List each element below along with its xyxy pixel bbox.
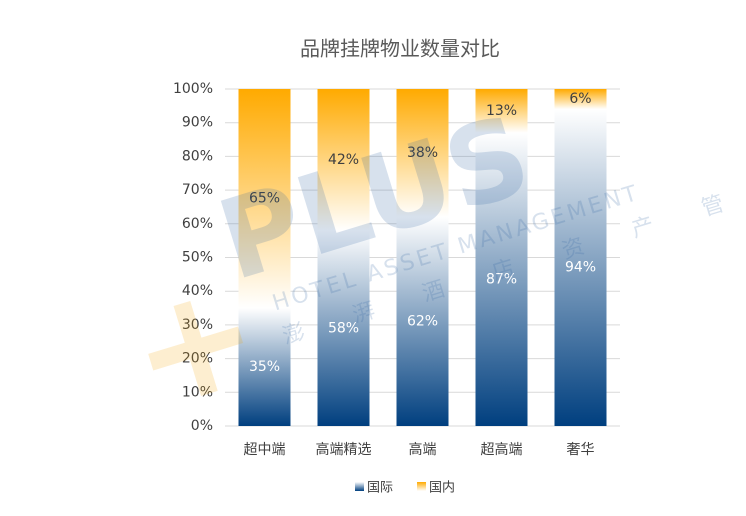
chart-title: 品牌挂牌物业数量对比 (300, 37, 500, 61)
bar-segment (554, 89, 607, 110)
data-label: 62% (407, 314, 438, 330)
x-tick-label: 超中端 (244, 442, 286, 458)
data-label: 6% (569, 91, 591, 107)
bar-segment (238, 308, 291, 426)
y-tick-label: 10% (182, 384, 213, 400)
bar-segment (238, 89, 291, 309)
legend-swatch (417, 482, 427, 491)
data-label: 38% (407, 145, 438, 161)
y-tick-label: 40% (182, 283, 213, 299)
data-label: 42% (328, 152, 359, 168)
data-label: 35% (249, 359, 280, 375)
data-label: 87% (486, 271, 517, 287)
data-label: 58% (328, 320, 359, 336)
data-label: 94% (565, 260, 596, 276)
data-label: 65% (249, 191, 280, 207)
x-tick-label: 高端 (409, 441, 437, 458)
bar-segment (317, 230, 370, 426)
y-tick-label: 30% (182, 317, 213, 333)
x-tick-label: 奢华 (567, 442, 595, 458)
y-tick-label: 0% (191, 418, 213, 434)
legend-label: 国际 (367, 481, 393, 496)
y-tick-label: 20% (182, 351, 213, 367)
y-tick-label: 80% (182, 148, 213, 164)
bar-segment (554, 109, 607, 426)
y-tick-label: 60% (182, 216, 213, 232)
bar-segment (396, 217, 449, 426)
x-tick-label: 超高端 (481, 441, 523, 458)
bar-segment (475, 132, 528, 426)
y-tick-label: 70% (182, 182, 213, 198)
y-tick-label: 100% (173, 81, 213, 97)
bar-segment (475, 89, 528, 133)
y-tick-label: 90% (182, 115, 213, 131)
legend-label: 国内 (429, 480, 455, 496)
x-tick-label: 高端精选 (316, 441, 372, 458)
bar-segment (396, 89, 449, 218)
data-label: 13% (486, 103, 517, 119)
y-tick-label: 50% (182, 250, 213, 266)
legend-swatch (355, 482, 364, 491)
bar-segment (317, 89, 370, 231)
